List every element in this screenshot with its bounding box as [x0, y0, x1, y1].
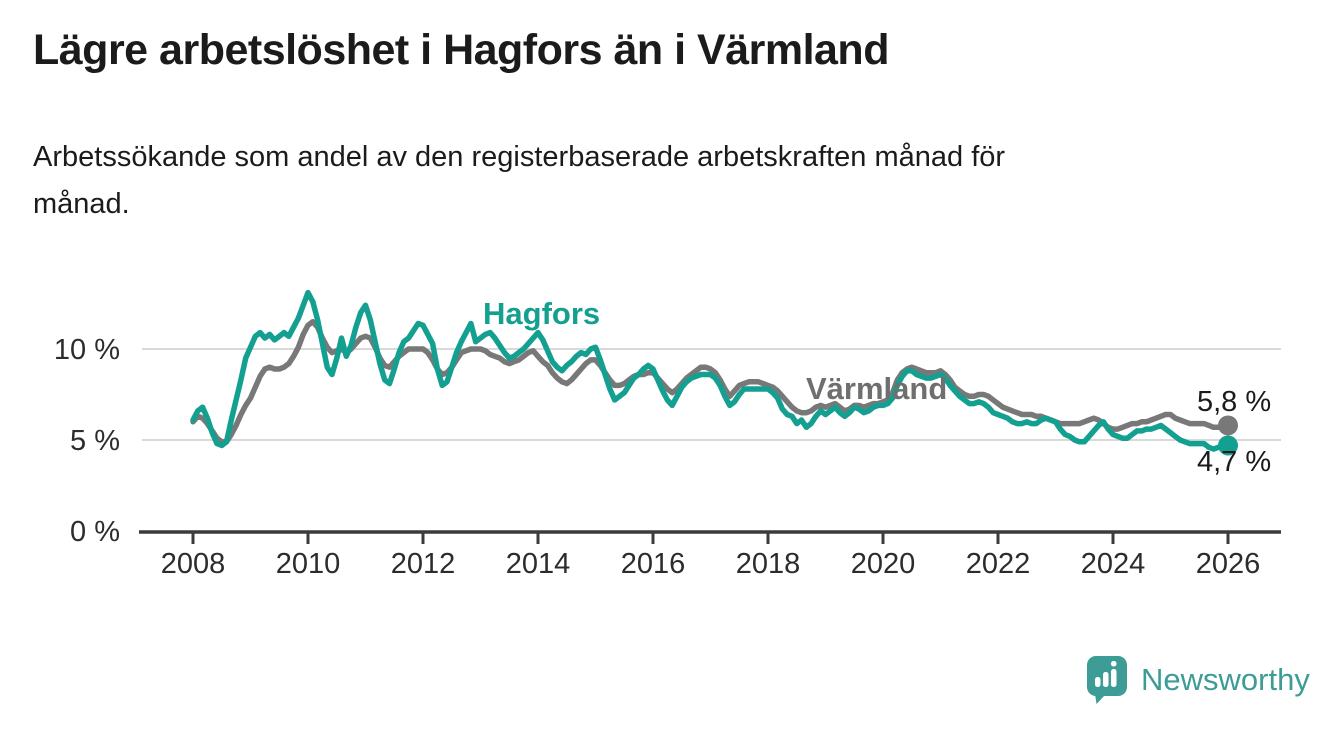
newsworthy-branding: Newsworthy [1086, 656, 1310, 704]
subtitle-line-1: Arbetssökande som andel av den registerb… [33, 141, 1006, 173]
line-hagfors [190, 289, 1231, 452]
x-tick-label-2010: 2010 [276, 548, 341, 580]
end-value-label-värmland: 5,8 % [1197, 386, 1271, 418]
x-tick-label-2020: 2020 [851, 548, 916, 580]
x-tick-label-2018: 2018 [736, 548, 801, 580]
y-tick-label-0-percent: 0 % [70, 516, 120, 548]
x-tick-label-2008: 2008 [161, 548, 226, 580]
x-tick-label-2022: 2022 [966, 548, 1031, 580]
x-tick-label-2024: 2024 [1081, 548, 1146, 580]
series-label-värmland: Värmland [806, 371, 947, 406]
x-tick-label-2016: 2016 [621, 548, 686, 580]
end-value-label-hagfors: 4,7 % [1197, 446, 1271, 478]
page-title: Lägre arbetslöshet i Hagfors än i Värmla… [33, 26, 889, 74]
subtitle-line-2: månad. [33, 188, 130, 220]
y-tick-label-10-percent: 10 % [54, 334, 120, 366]
end-dot-hagfors [1218, 435, 1238, 456]
x-tick-label-2026: 2026 [1196, 548, 1261, 580]
chart-subtitle: Arbetssökande som andel av den registerb… [33, 134, 1005, 228]
x-tick-label-2014: 2014 [506, 548, 571, 580]
newsworthy-wordmark: Newsworthy [1141, 662, 1310, 697]
newsworthy-logo-icon [1087, 656, 1127, 704]
line-värmland [190, 318, 1231, 445]
series-label-hagfors: Hagfors [483, 296, 600, 331]
x-tick-label-2012: 2012 [391, 548, 456, 580]
end-dot-värmland [1218, 415, 1238, 436]
y-tick-label-5-percent: 5 % [70, 425, 120, 457]
